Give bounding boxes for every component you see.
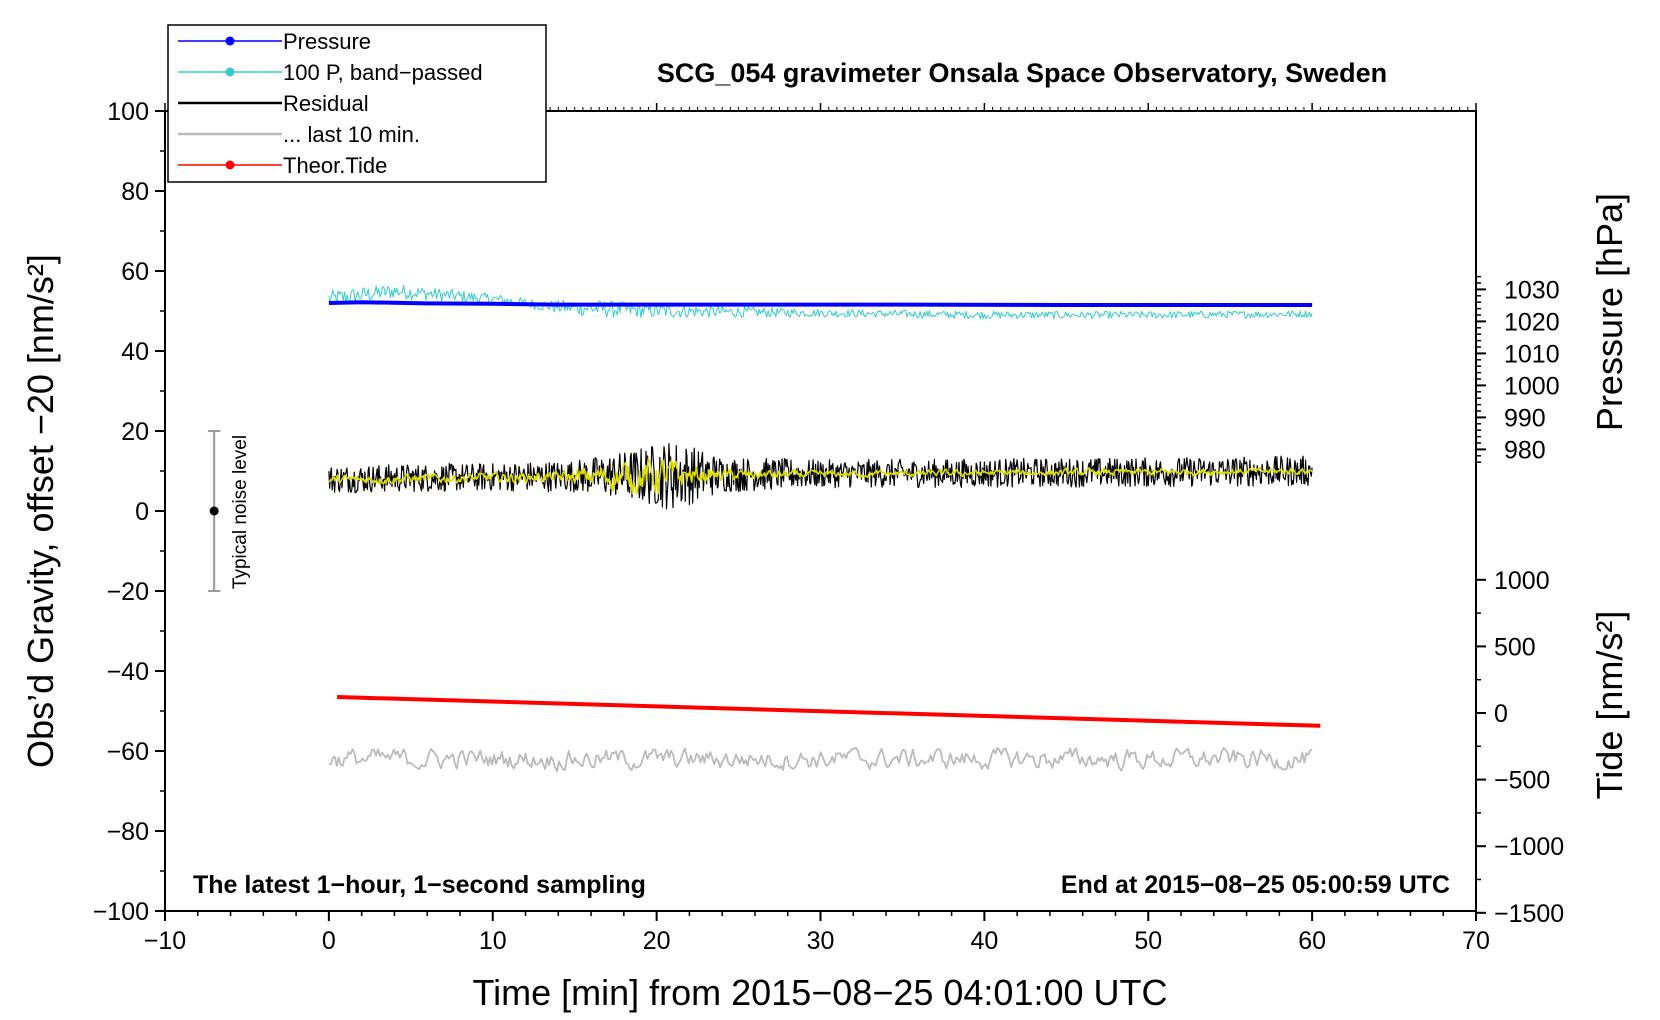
legend-entry: Residual xyxy=(178,91,369,116)
legend-label: 100 P, band−passed xyxy=(283,60,483,85)
tide-tick-label: 500 xyxy=(1494,633,1536,661)
series-theor-tide xyxy=(337,695,1321,728)
noise-bar: Typical noise level xyxy=(208,430,251,592)
pressure-tick-label: 990 xyxy=(1504,404,1546,432)
tide-tick-label: −1000 xyxy=(1494,833,1564,861)
x-tick-label: −10 xyxy=(144,927,186,955)
plot-area: Typical noise level xyxy=(164,110,1477,912)
x-tick-label: 50 xyxy=(1134,927,1162,955)
series-layer xyxy=(328,284,1321,773)
legend-label: Pressure xyxy=(283,29,371,54)
legend-label: ... last 10 min. xyxy=(283,122,420,147)
legend-marker xyxy=(225,36,235,46)
tide-axis-label: Tide [nm/s²] xyxy=(1589,611,1630,800)
chart-title: SCG_054 gravimeter Onsala Space Observat… xyxy=(657,58,1387,88)
pressure-tick-label: 980 xyxy=(1504,436,1546,464)
x-tick-label: 70 xyxy=(1462,927,1490,955)
series-pressure xyxy=(328,300,1313,307)
x-tick-label: 60 xyxy=(1298,927,1326,955)
legend-marker xyxy=(225,160,235,170)
noise-label: Typical noise level xyxy=(230,435,251,589)
y-tick-label: −20 xyxy=(107,578,149,606)
series-residual-filtered- xyxy=(328,457,1313,495)
y-tick-label: 60 xyxy=(121,258,149,286)
plot-frame xyxy=(164,110,1477,912)
y-tick-label: −100 xyxy=(93,898,149,926)
pressure-tick-label: 1010 xyxy=(1504,340,1560,368)
legend-entry: Pressure xyxy=(178,29,371,54)
legend: Pressure 100 P, band−passed Residual ... la… xyxy=(167,24,547,183)
x-tick-label: 40 xyxy=(970,927,998,955)
y-tick-label: −80 xyxy=(107,818,149,846)
y-axis-label: Obs’d Gravity, offset −20 [nm/s²] xyxy=(20,254,61,768)
y-tick-label: 40 xyxy=(121,338,149,366)
x-tick-label: 10 xyxy=(479,927,507,955)
legend-entry: ... last 10 min. xyxy=(178,122,420,147)
x-tick-label: 20 xyxy=(643,927,671,955)
series--last-10-min- xyxy=(328,746,1313,773)
y-tick-label: 100 xyxy=(107,98,149,126)
pressure-axis-label: Pressure [hPa] xyxy=(1589,193,1630,431)
y-tick-label: −40 xyxy=(107,658,149,686)
tide-tick-label: 0 xyxy=(1494,700,1508,728)
y-tick-label: −60 xyxy=(107,738,149,766)
legend-label: Theor.Tide xyxy=(283,153,387,178)
legend-entry: Theor.Tide xyxy=(178,153,387,178)
series-100-p-band-passed xyxy=(328,284,1313,320)
legend-marker xyxy=(225,67,235,77)
y-tick-label: 0 xyxy=(135,498,149,526)
x-tick-label: 0 xyxy=(322,927,336,955)
y-axis-pressure: 980 990 1000 1010 1020 1030 xyxy=(1476,275,1560,464)
x-axis-label: Time [min] from 2015−08−25 04:01:00 UTC xyxy=(472,972,1167,1013)
legend-label: Residual xyxy=(283,91,369,116)
y-axis-tide: −1500 −1000 −500 0 500 1000 xyxy=(1476,567,1564,928)
series-residual xyxy=(328,443,1313,510)
tide-tick-label: −500 xyxy=(1494,767,1550,795)
noise-bar-center xyxy=(209,506,219,516)
tide-tick-label: −1500 xyxy=(1494,900,1564,928)
x-tick-label: 30 xyxy=(807,927,835,955)
sampling-note: The latest 1−hour, 1−second sampling xyxy=(193,871,646,899)
y-tick-label: 20 xyxy=(121,418,149,446)
pressure-tick-label: 1020 xyxy=(1504,308,1560,336)
x-axis: −10 0 10 20 30 40 50 60 70 xyxy=(144,103,1490,955)
y-axis-left: −100 −80 −60 −40 −20 0 20 40 60 80 100 xyxy=(93,98,165,926)
pressure-tick-label: 1000 xyxy=(1504,372,1560,400)
legend-entry: 100 P, band−passed xyxy=(178,60,483,85)
y-tick-label: 80 xyxy=(121,178,149,206)
tide-tick-label: 1000 xyxy=(1494,567,1550,595)
end-time-note: End at 2015−08−25 05:00:59 UTC xyxy=(1061,871,1450,899)
pressure-tick-label: 1030 xyxy=(1504,276,1560,304)
